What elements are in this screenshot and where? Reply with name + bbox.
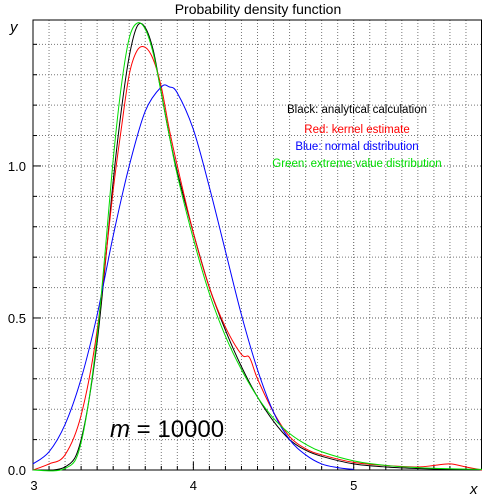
legend-entry-black: Black: analytical calculation bbox=[287, 104, 427, 116]
sample-size-annotation: m = 10000 bbox=[110, 416, 224, 443]
chart-title: Probability density function bbox=[175, 1, 342, 17]
legend-entry-red: Red: kernel estimate bbox=[304, 124, 409, 136]
y-axis-label: y bbox=[9, 19, 19, 36]
x-tick-label: 4 bbox=[190, 478, 197, 493]
series-layer bbox=[32, 22, 482, 472]
series-line-extreme bbox=[32, 22, 482, 472]
axis-ticks bbox=[33, 43, 467, 470]
legend: Black: analytical calculation Red: kerne… bbox=[272, 104, 441, 170]
series-line-analytical bbox=[32, 22, 482, 471]
y-tick-label: 0.5 bbox=[8, 311, 26, 326]
x-axis-label: x bbox=[469, 481, 478, 495]
tick-labels: 3 4 5 0.0 0.5 1.0 bbox=[8, 159, 357, 493]
grid-minor bbox=[33, 20, 482, 470]
x-tick-label: 3 bbox=[30, 478, 37, 493]
annotation-value: = 10000 bbox=[130, 416, 224, 443]
y-tick-label: 1.0 bbox=[8, 159, 26, 174]
legend-entry-green: Green: extreme value distribution bbox=[272, 158, 441, 170]
legend-entry-blue: Blue: normal distribution bbox=[295, 141, 418, 153]
series-line-normal bbox=[32, 84, 354, 470]
annotation-variable: m bbox=[110, 416, 130, 443]
y-tick-label: 0.0 bbox=[8, 463, 26, 478]
x-tick-label: 5 bbox=[350, 478, 357, 493]
grid-major bbox=[33, 20, 482, 470]
